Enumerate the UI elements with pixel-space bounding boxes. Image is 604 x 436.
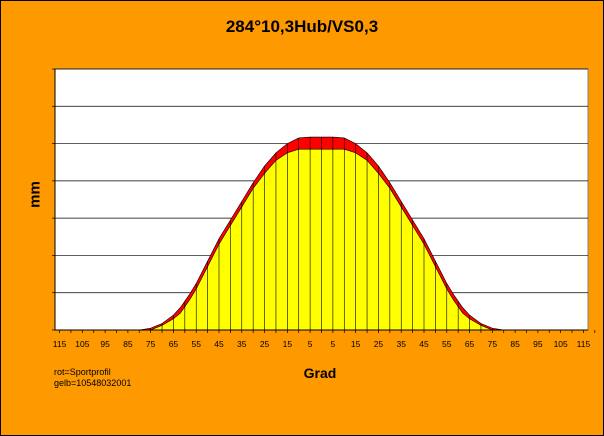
x-tick-label: 95 xyxy=(533,339,543,349)
x-tick-label: 85 xyxy=(123,339,133,349)
x-tick-label: 5 xyxy=(331,339,336,349)
x-tick-label: 15 xyxy=(283,339,293,349)
legend-note: rot=Sportprofil gelb=10548032001 xyxy=(54,367,131,389)
x-tick-label: 75 xyxy=(488,339,498,349)
legend-note-yellow: gelb=10548032001 xyxy=(54,378,132,388)
chart-title: 284°10,3Hub/VS0,3 xyxy=(225,17,379,36)
x-tick-label: 25 xyxy=(374,339,384,349)
x-tick-label: 35 xyxy=(396,339,406,349)
legend-note-red: rot=Sportprofil xyxy=(54,367,111,377)
x-tick-label: 65 xyxy=(169,339,179,349)
x-tick-label: 35 xyxy=(237,339,247,349)
x-tick-label: 95 xyxy=(100,339,110,349)
x-tick-label: 115 xyxy=(577,339,591,349)
x-tick-label: 5 xyxy=(308,339,313,349)
x-tick-label: 45 xyxy=(419,339,429,349)
x-tick-label: 15 xyxy=(351,339,361,349)
x-tick-label: 105 xyxy=(75,339,89,349)
x-tick-label: 65 xyxy=(465,339,475,349)
x-tick-label: 85 xyxy=(510,339,520,349)
x-tick-label: 115 xyxy=(53,339,67,349)
x-tick-label: 45 xyxy=(214,339,224,349)
x-tick-label: 55 xyxy=(191,339,201,349)
x-axis-label: Grad xyxy=(303,365,337,381)
x-tick-label: 25 xyxy=(260,339,270,349)
x-tick-label: 55 xyxy=(442,339,452,349)
x-tick-label: 105 xyxy=(554,339,568,349)
x-tick-label: 75 xyxy=(146,339,156,349)
